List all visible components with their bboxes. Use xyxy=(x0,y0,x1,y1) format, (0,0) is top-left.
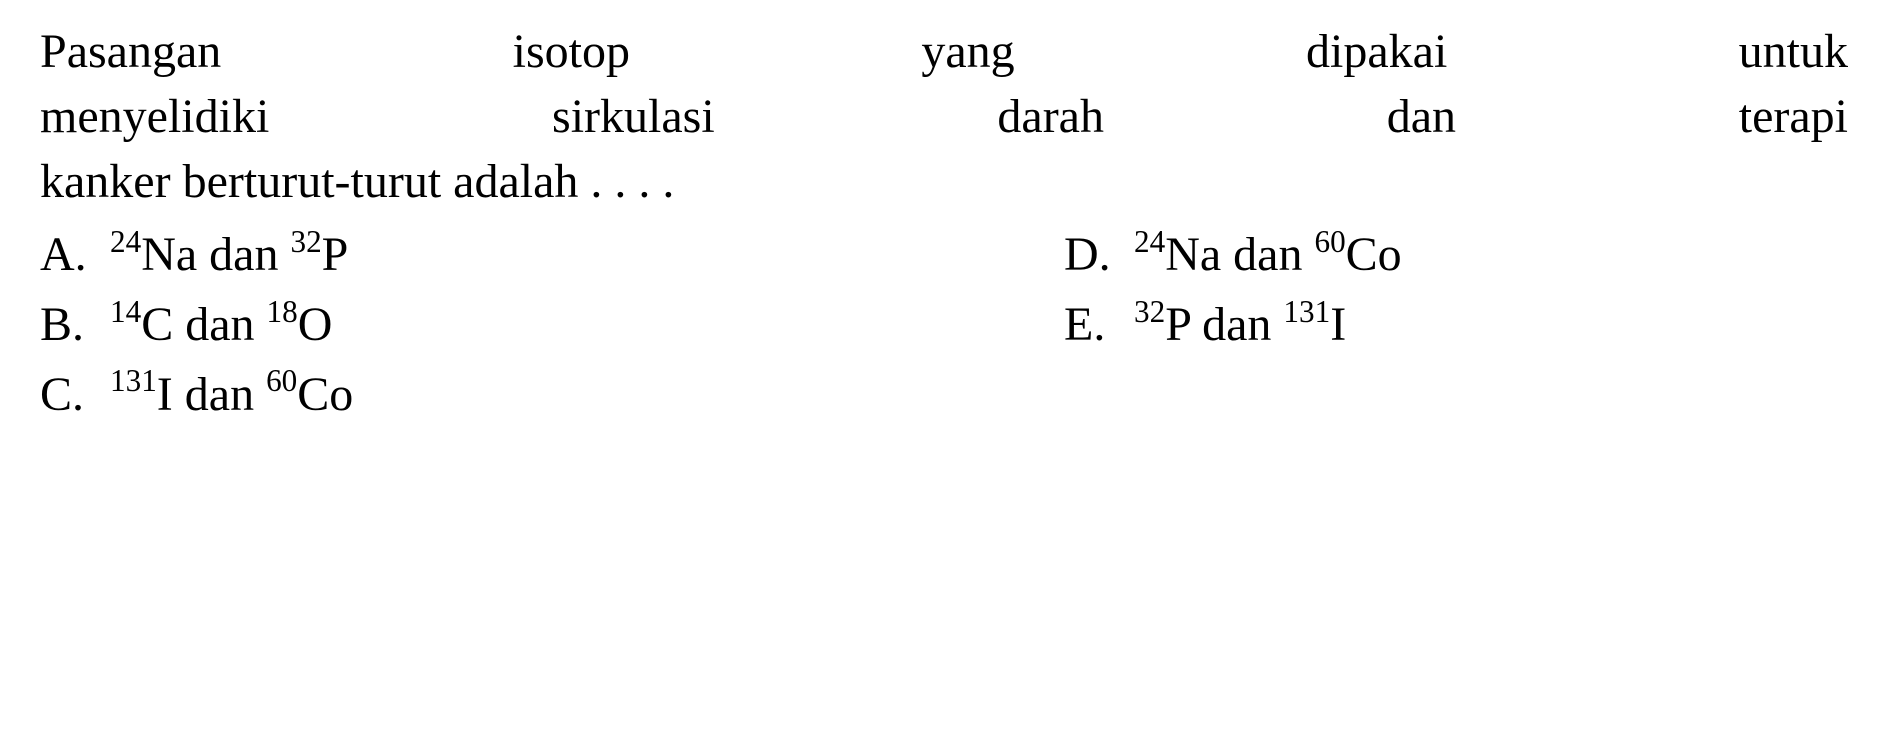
option-text: 131I dan 60Co xyxy=(110,362,353,428)
option-text: 14C dan 18O xyxy=(110,292,332,358)
conjunction: dan xyxy=(173,368,266,421)
element: Na xyxy=(141,228,197,281)
word: dipakai xyxy=(1306,20,1447,85)
element: Co xyxy=(1346,228,1402,281)
word: dan xyxy=(1387,85,1456,150)
word: Pasangan xyxy=(40,20,221,85)
option-text: 24Na dan 60Co xyxy=(1134,222,1402,288)
option-label: C. xyxy=(40,363,110,428)
element: I xyxy=(157,368,173,421)
option-label: E. xyxy=(1064,293,1134,358)
question-container: Pasangan isotop yang dipakai untuk menye… xyxy=(40,20,1848,428)
word: darah xyxy=(997,85,1104,150)
question-line-1: Pasangan isotop yang dipakai untuk xyxy=(40,20,1848,85)
mass-number: 60 xyxy=(1314,224,1345,259)
mass-number: 131 xyxy=(110,363,157,398)
option-text: 32P dan 131I xyxy=(1134,292,1346,358)
mass-number: 32 xyxy=(1134,294,1165,329)
element: I xyxy=(1330,298,1346,351)
mass-number: 24 xyxy=(1134,224,1165,259)
option-label: A. xyxy=(40,223,110,288)
options-grid: A. 24Na dan 32P D. 24Na dan 60Co B. 14C … xyxy=(40,222,1848,427)
element: P xyxy=(322,228,349,281)
mass-number: 131 xyxy=(1283,294,1330,329)
element: Co xyxy=(297,368,353,421)
mass-number: 18 xyxy=(267,294,298,329)
conjunction: dan xyxy=(197,228,290,281)
element: O xyxy=(298,298,333,351)
option-b: B. 14C dan 18O xyxy=(40,292,824,358)
conjunction: dan xyxy=(173,298,266,351)
option-e: E. 32P dan 131I xyxy=(1064,292,1848,358)
mass-number: 60 xyxy=(266,363,297,398)
word: sirkulasi xyxy=(552,85,715,150)
question-line-3: kanker berturut-turut adalah . . . . xyxy=(40,150,1848,215)
word: yang xyxy=(921,20,1014,85)
option-c: C. 131I dan 60Co xyxy=(40,362,824,428)
option-a: A. 24Na dan 32P xyxy=(40,222,824,288)
word: untuk xyxy=(1739,20,1848,85)
question-line-2: menyelidiki sirkulasi darah dan terapi xyxy=(40,85,1848,150)
word: menyelidiki xyxy=(40,85,269,150)
mass-number: 32 xyxy=(290,224,321,259)
option-label: B. xyxy=(40,293,110,358)
word: terapi xyxy=(1739,85,1848,150)
element: C xyxy=(141,298,173,351)
question-stem: Pasangan isotop yang dipakai untuk menye… xyxy=(40,20,1848,214)
option-d: D. 24Na dan 60Co xyxy=(1064,222,1848,288)
element: Na xyxy=(1165,228,1221,281)
option-label: D. xyxy=(1064,223,1134,288)
conjunction: dan xyxy=(1221,228,1314,281)
mass-number: 14 xyxy=(110,294,141,329)
option-text: 24Na dan 32P xyxy=(110,222,348,288)
word: isotop xyxy=(513,20,630,85)
element: P xyxy=(1165,298,1190,351)
mass-number: 24 xyxy=(110,224,141,259)
conjunction: dan xyxy=(1190,298,1283,351)
